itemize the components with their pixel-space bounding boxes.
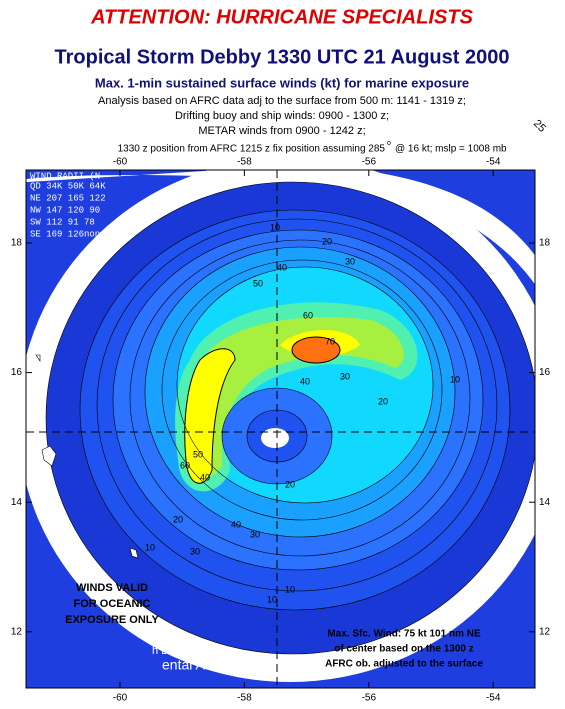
lon-label: -56 <box>362 157 377 168</box>
contour-label: 60 <box>180 460 190 470</box>
lon-label: -58 <box>237 157 252 168</box>
contour-label: 20 <box>285 479 295 489</box>
lon-label: -54 <box>486 157 501 168</box>
contour-label: 10 <box>450 374 460 384</box>
contour-label: 30 <box>250 529 260 539</box>
islands <box>35 354 139 559</box>
lon-label: -60 <box>113 157 128 168</box>
radii-row: QD 34K 50K 64K <box>30 181 106 191</box>
map-frame <box>25 169 536 689</box>
contour-label: 10 <box>145 542 155 552</box>
max-wind-core <box>291 336 341 364</box>
contour-label: 70 <box>325 336 335 346</box>
eye <box>261 428 289 448</box>
title: Tropical Storm Debby 1330 UTC 21 August … <box>55 46 510 68</box>
radii-row: SE 169 126none <box>30 229 106 239</box>
position-line: @ 16 kt; mslp = 1008 mb <box>395 144 507 155</box>
radii-row: NE 207 165 122 <box>30 193 106 203</box>
alert: ATTENTION: HURRICANE SPECIALISTS <box>90 6 474 28</box>
lon-label: -58 <box>237 693 252 704</box>
contour-label: 20 <box>322 236 332 246</box>
radii-title: WIND RADII (N <box>30 171 100 181</box>
info-line: METAR winds from 0900 - 1242 z; <box>198 125 365 137</box>
contour-label: 60 <box>303 310 313 320</box>
radii-row: SW 112 91 78 <box>30 217 95 227</box>
contour-label: 20 <box>378 396 388 406</box>
contour-label: 10 <box>267 594 277 604</box>
credit: ental Analysis <box>162 657 248 673</box>
note-line: EXPOSURE ONLY <box>65 614 159 626</box>
wind-radii: WIND RADII (N QD 34K 50K 64K NE 207 165 … <box>30 171 106 239</box>
contour-fill <box>186 317 404 477</box>
radii-row: NW 147 120 90 <box>30 205 100 215</box>
lat-label: 14 <box>11 497 23 508</box>
note-line: WINDS VALID <box>76 582 148 594</box>
lon-label: -56 <box>362 693 377 704</box>
lat-label: 18 <box>11 238 23 249</box>
contour-label: 40 <box>200 472 210 482</box>
degree: o <box>387 140 391 147</box>
map <box>26 170 535 688</box>
lat-label: 18 <box>539 238 551 249</box>
contour-label: 50 <box>193 449 203 459</box>
contour-lines <box>45 181 535 655</box>
axes: -60 -60 -58 -58 -56 -56 -54 -54 18 18 16 16 14 14 12 12 <box>11 157 551 704</box>
max-wind-arc <box>184 348 236 484</box>
contour-label: 50 <box>253 278 263 288</box>
lat-label: 16 <box>539 367 551 378</box>
note-line: AFRC ob. adjusted to the surface <box>325 659 483 670</box>
contour-label: 10 <box>285 584 295 594</box>
contour-label: 30 <box>345 256 355 266</box>
credit: h Division: <box>152 645 203 657</box>
info-line: Drifting buoy and ship winds: 0900 - 130… <box>175 110 389 122</box>
lat-label: 14 <box>539 497 551 508</box>
lon-label: -60 <box>113 693 128 704</box>
subtitle: Max. 1-min sustained surface winds (kt) … <box>95 75 469 90</box>
contour-label: 20 <box>173 514 183 524</box>
contour-label: 40 <box>277 262 287 272</box>
corner-label: 25 <box>531 118 548 135</box>
max-wind-note: Max. Sfc. Wind: 75 kt 101 nm NE of cente… <box>325 629 483 670</box>
contour-label: 10 <box>270 222 280 232</box>
contour-label: 40 <box>300 376 310 386</box>
lat-label: 16 <box>11 367 23 378</box>
lat-label: 12 <box>11 626 23 637</box>
valid-note: WINDS VALID FOR OCEANIC EXPOSURE ONLY <box>65 582 159 626</box>
position-line: 1330 z position from AFRC 1215 z fix pos… <box>118 144 386 155</box>
contour-label: 30 <box>340 371 350 381</box>
lat-label: 12 <box>539 626 551 637</box>
note-line: Max. Sfc. Wind: 75 kt 101 nm NE <box>327 629 481 640</box>
lon-label: -54 <box>486 693 501 704</box>
note-line: of center based on the 1300 z <box>334 644 474 655</box>
note-line: FOR OCEANIC <box>74 598 151 610</box>
info-line: Analysis based on AFRC data adj to the s… <box>98 95 466 107</box>
contour-label: 30 <box>190 546 200 556</box>
contour-label: 40 <box>231 519 241 529</box>
